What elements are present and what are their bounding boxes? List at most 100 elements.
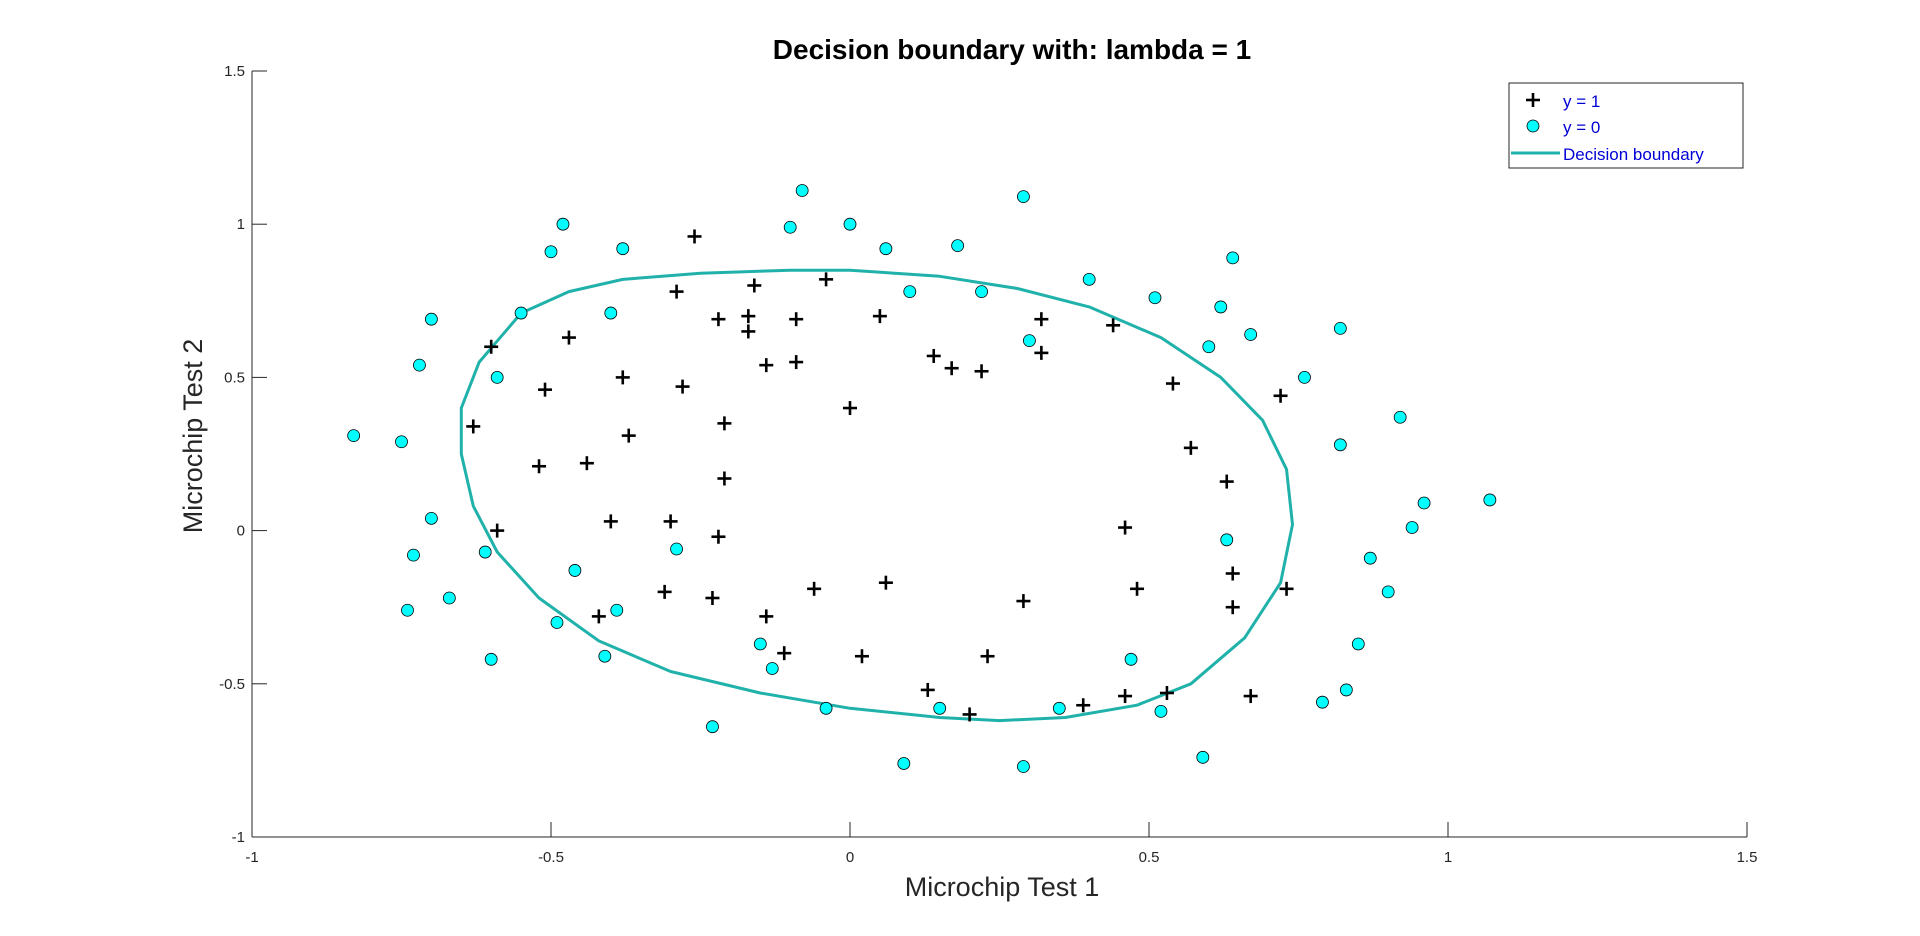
y0-point: [897, 757, 911, 770]
y0-point: [395, 435, 408, 449]
y0-point: [1333, 438, 1347, 452]
y1-point: [669, 284, 684, 299]
y0-point: [610, 603, 624, 617]
y-tick-label: -1: [232, 829, 245, 846]
y1-point: [1225, 600, 1240, 615]
chart-title: Decision boundary with: lambda = 1: [773, 34, 1251, 65]
legend-marker-plus: [1526, 93, 1540, 107]
y1-point: [807, 581, 822, 596]
y1-point: [1279, 581, 1294, 596]
y0-point: [544, 245, 558, 259]
y1-point: [657, 584, 672, 599]
y1-point: [878, 575, 893, 590]
y1-point: [777, 646, 792, 661]
y1-point: [687, 229, 702, 244]
y0-point: [424, 312, 438, 326]
y1-point: [1076, 698, 1091, 713]
x-axis-label: Microchip Test 1: [905, 872, 1100, 902]
y1-point: [741, 324, 756, 339]
x-tick-label: 0: [846, 849, 854, 866]
y0-point: [1196, 750, 1210, 764]
y0-point: [783, 220, 797, 234]
y1-point: [1159, 685, 1174, 700]
y1-point: [538, 382, 553, 397]
y1-point: [1034, 345, 1049, 360]
y0-point: [951, 239, 965, 253]
y1-point: [675, 379, 690, 394]
y1-point: [621, 428, 636, 443]
y0-point: [1483, 493, 1497, 507]
y0-point: [1417, 496, 1431, 510]
y0-point: [765, 662, 779, 675]
y1-point: [1118, 520, 1133, 535]
y-tick-label: 1: [237, 216, 245, 233]
y0-point: [1154, 704, 1168, 718]
y1-point: [484, 339, 499, 354]
y-tick-label: 0.5: [224, 369, 245, 386]
y0-point: [484, 652, 498, 666]
y1-point: [705, 591, 720, 606]
y0-point: [1351, 637, 1365, 651]
y1-point: [1130, 581, 1145, 596]
axis-ticks: -1 -0.5 0 0.5 1 1.5 -1 -0.5 0 0.5 1 1.5: [219, 63, 1757, 866]
y1-point: [843, 401, 857, 416]
y1-point: [579, 456, 594, 471]
y1-point: [1273, 388, 1288, 403]
y-tick-label: 0: [237, 523, 245, 540]
y1-point: [1118, 689, 1133, 704]
y1-point: [872, 309, 887, 324]
y0-point: [604, 306, 618, 320]
y0-point: [670, 542, 683, 556]
y1-point: [759, 358, 774, 373]
y0-point: [1202, 340, 1216, 354]
plot-area: [347, 184, 1497, 773]
y1-point: [1243, 689, 1258, 704]
y0-point: [1017, 760, 1030, 773]
y1-point: [747, 278, 762, 293]
y0-point: [1393, 410, 1407, 424]
y1-point: [854, 649, 869, 664]
y1-point: [711, 529, 726, 544]
y1-point: [717, 416, 732, 431]
y1-point: [1034, 312, 1049, 327]
y0-point: [556, 217, 570, 231]
y0-point: [933, 701, 947, 715]
y0-points: [347, 184, 1497, 773]
y1-point: [717, 471, 732, 486]
y0-point: [1339, 683, 1353, 697]
legend-marker-circle: [1526, 119, 1540, 133]
y1-point: [819, 272, 834, 287]
y0-point: [819, 701, 833, 715]
x-tick-label: 0.5: [1139, 849, 1160, 866]
y1-point: [980, 649, 995, 664]
y1-point: [920, 682, 935, 697]
y1-point: [603, 514, 618, 529]
y0-point: [1220, 533, 1234, 547]
y1-point: [591, 609, 606, 624]
y1-point: [466, 419, 481, 434]
y1-point: [1219, 474, 1234, 489]
y0-point: [442, 591, 456, 605]
y0-point: [1244, 328, 1258, 341]
y0-point: [490, 370, 504, 384]
y0-point: [1316, 695, 1329, 709]
y0-point: [903, 285, 917, 299]
y1-point: [1225, 566, 1240, 581]
y0-point: [407, 548, 420, 562]
y0-point: [1017, 190, 1030, 204]
legend-label-y0: y = 0: [1563, 118, 1600, 137]
y0-point: [598, 649, 612, 663]
y0-point: [401, 603, 414, 617]
y1-point: [615, 370, 630, 385]
y0-point: [514, 306, 528, 320]
y0-point: [795, 184, 809, 197]
y0-point: [1082, 272, 1096, 286]
y0-point: [753, 637, 767, 651]
y1-point: [1016, 594, 1031, 609]
y0-point: [1052, 701, 1066, 715]
y1-point: [532, 459, 547, 474]
y0-point: [1214, 300, 1228, 314]
y1-point: [1165, 376, 1180, 391]
y1-point: [789, 312, 804, 327]
